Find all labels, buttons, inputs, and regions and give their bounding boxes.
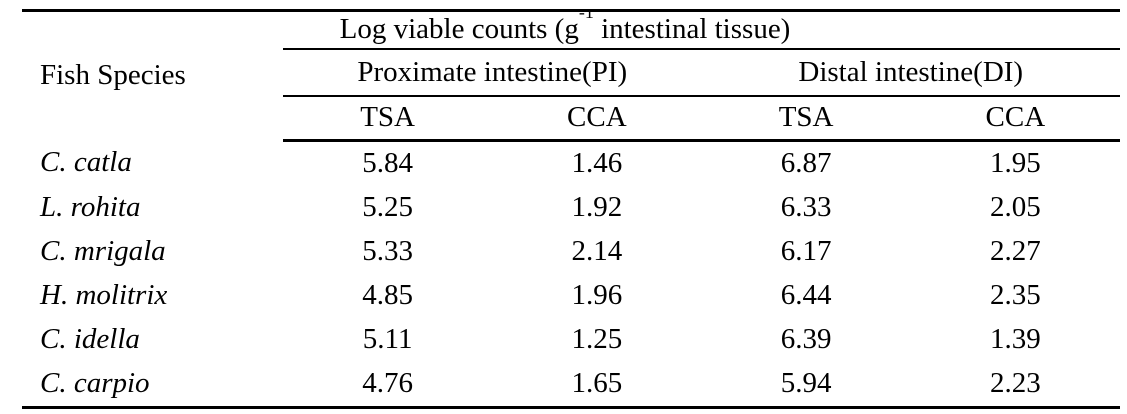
value-cell: 4.85 (362, 279, 413, 312)
table-row: H. molitrix 4.85 1.96 6.44 2.35 (22, 274, 1120, 318)
value-cell: 5.33 (362, 235, 413, 268)
column-header-row: TSA CCA TSA CCA (22, 96, 1120, 142)
col-header-pi-tsa: TSA (283, 96, 493, 142)
species-cell: H. molitrix (40, 279, 168, 312)
spanner-proximate-intestine: Proximate intestine(PI) (283, 49, 702, 97)
title-superscript: -1 (578, 10, 594, 22)
species-cell: C. mrigala (40, 235, 166, 268)
value-cell: 1.39 (990, 323, 1041, 356)
species-cell: L. rohita (40, 191, 141, 224)
col-header-di-cca: CCA (910, 96, 1120, 142)
value-cell: 6.17 (780, 235, 832, 268)
value-cell: 5.84 (362, 147, 413, 180)
value-cell: 5.94 (780, 367, 832, 400)
table-row: C. catla 5.84 1.46 6.87 1.95 (22, 141, 1120, 187)
value-cell: 1.92 (571, 191, 623, 224)
value-cell: 5.11 (362, 323, 413, 356)
value-cell: 6.87 (780, 147, 832, 180)
value-cell: 2.05 (990, 191, 1041, 224)
viable-counts-table: Fish Species Log viable counts (g-1 inte… (22, 9, 1120, 409)
value-cell: 2.35 (990, 279, 1041, 312)
table-row: C. carpio 4.76 1.65 5.94 2.23 (22, 362, 1120, 408)
row-header-fish-species: Fish Species (40, 59, 186, 92)
table-title-cell: Log viable counts (g-1 intestinal tissue… (283, 10, 1120, 50)
value-cell: 1.95 (990, 147, 1041, 180)
value-cell: 5.25 (362, 191, 413, 224)
col-header-pi-cca: CCA (492, 96, 702, 142)
value-cell: 2.27 (990, 235, 1041, 268)
title-prefix: Log viable counts (g (339, 13, 579, 46)
species-cell: C. catla (40, 146, 132, 179)
value-cell: 6.44 (780, 279, 832, 312)
col-header-di-tsa: TSA (701, 96, 911, 142)
table-row: C. mrigala 5.33 2.14 6.17 2.27 (22, 230, 1120, 274)
value-cell: 2.23 (990, 367, 1041, 400)
value-cell: 6.33 (780, 191, 832, 224)
value-cell: 2.14 (571, 235, 623, 268)
species-cell: C. idella (40, 323, 140, 356)
value-cell: 1.46 (571, 147, 623, 180)
table-row: L. rohita 5.25 1.92 6.33 2.05 (22, 186, 1120, 230)
value-cell: 1.65 (571, 367, 623, 400)
title-row: Fish Species Log viable counts (g-1 inte… (22, 10, 1120, 91)
value-cell: 4.76 (362, 367, 413, 400)
species-cell: C. carpio (40, 367, 150, 400)
value-cell: 1.25 (571, 323, 623, 356)
value-cell: 6.39 (780, 323, 832, 356)
title-suffix: intestinal tissue) (593, 13, 791, 46)
value-cell: 1.96 (571, 279, 623, 312)
spanner-distal-intestine: Distal intestine(DI) (701, 49, 1120, 97)
spanner-row: Proximate intestine(PI) Distal intestine… (22, 49, 1120, 97)
table-row: C. idella 5.11 1.25 6.39 1.39 (22, 318, 1120, 362)
